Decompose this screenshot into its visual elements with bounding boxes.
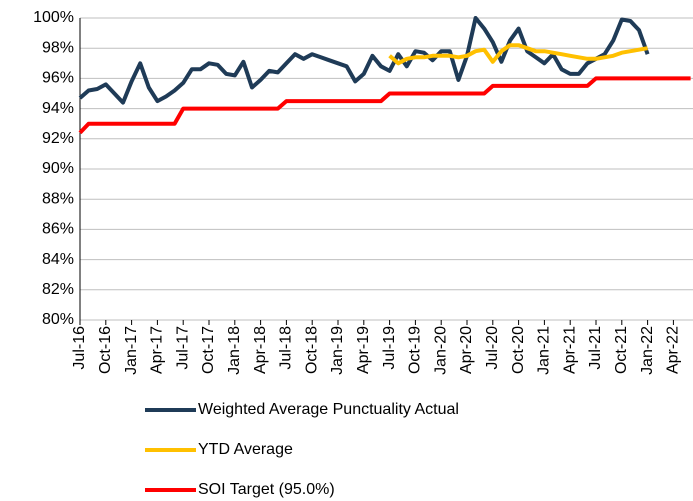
x-tick-label: Apr-17: [149, 326, 166, 374]
y-tick-label: 86%: [42, 221, 74, 238]
x-tick-label: Jan-18: [226, 326, 243, 375]
x-tick-label: Apr-21: [561, 326, 578, 374]
y-tick-label: 96%: [42, 70, 74, 87]
series-line: [78, 16, 650, 105]
series-line: [78, 76, 691, 135]
legend-label: YTD Average: [198, 441, 293, 458]
x-tick-label: Jul-20: [484, 326, 501, 370]
x-tick-label: Apr-18: [252, 326, 269, 374]
x-tick-label: Oct-18: [303, 326, 320, 374]
legend-label: Weighted Average Punctuality Actual: [198, 401, 459, 418]
x-tick-label: Oct-16: [97, 326, 114, 374]
x-tick-label: Jul-19: [381, 326, 398, 370]
y-tick-label: 88%: [42, 190, 74, 207]
x-tick-label: Jul-21: [587, 326, 604, 370]
y-tick-label: 100%: [33, 9, 74, 26]
x-tick-label: Jul-18: [278, 326, 295, 370]
y-tick-label: 92%: [42, 130, 74, 147]
x-tick-label: Apr-20: [458, 326, 475, 374]
x-tick-label: Apr-22: [665, 326, 682, 374]
x-tick-label: Jan-17: [123, 326, 140, 375]
y-tick-label: 90%: [42, 160, 74, 177]
x-tick-label: Oct-19: [407, 326, 424, 374]
y-tick-label: 80%: [42, 311, 74, 328]
x-tick-label: Jan-19: [329, 326, 346, 375]
x-tick-label: Jan-20: [432, 326, 449, 375]
x-tick-label: Jan-22: [639, 326, 656, 375]
x-tick-label: Jan-21: [536, 326, 553, 375]
y-tick-label: 94%: [42, 100, 74, 117]
legend-label: SOI Target (95.0%): [198, 481, 335, 498]
y-tick-label: 82%: [42, 281, 74, 298]
x-tick-label: Oct-17: [200, 326, 217, 374]
series-line: [388, 43, 648, 66]
x-tick-label: Oct-21: [613, 326, 630, 374]
x-tick-label: Oct-20: [510, 326, 527, 374]
x-tick-label: Apr-19: [355, 326, 372, 374]
y-tick-label: 98%: [42, 39, 74, 56]
y-tick-label: 84%: [42, 251, 74, 268]
x-tick-label: Jul-16: [71, 326, 88, 370]
x-tick-label: Jul-17: [174, 326, 191, 370]
